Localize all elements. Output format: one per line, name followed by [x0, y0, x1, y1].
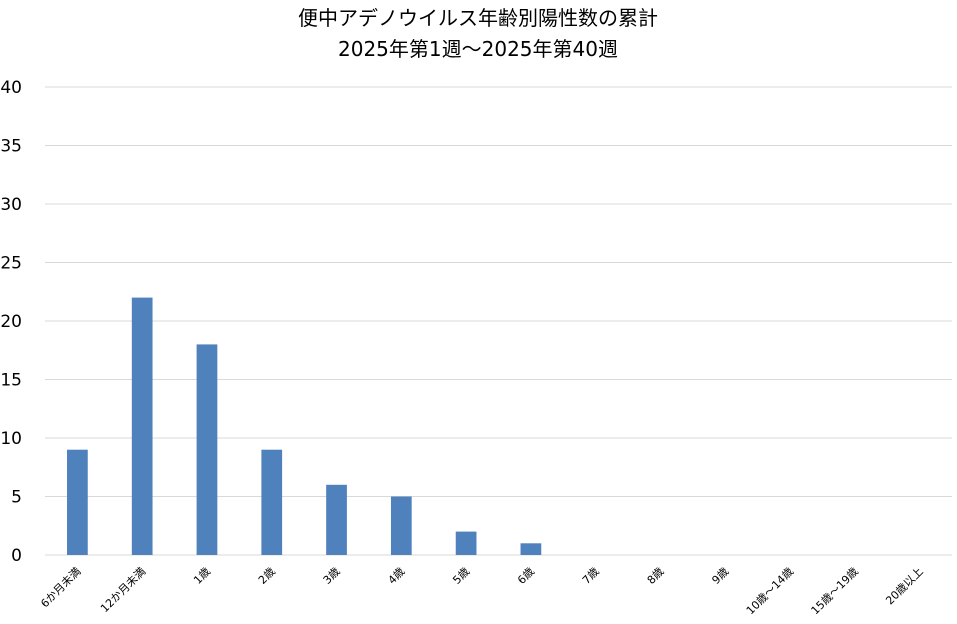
x-tick-label: 4歳 [386, 565, 408, 587]
y-axis-tick-labels: 0 5 10 15 20 25 30 35 40 [0, 78, 22, 566]
bars [67, 297, 542, 555]
y-tick-label: 5 [11, 488, 22, 508]
bar-5 [390, 496, 412, 555]
gridlines [45, 86, 952, 556]
x-tick-label: 6か月未満 [38, 565, 83, 610]
x-tick-label: 6歳 [515, 565, 537, 587]
x-tick-label: 20歳以上 [883, 565, 925, 607]
x-tick-label: 3歳 [321, 565, 343, 587]
chart-title: 便中アデノウイルス年齢別陽性数の累計 [298, 6, 658, 30]
bar-1 [131, 297, 153, 555]
y-tick-label: 30 [0, 195, 22, 215]
x-tick-label: 15歳～19歳 [809, 565, 861, 617]
x-tick-label: 7歳 [580, 565, 602, 587]
x-tick-label: 12か月未満 [98, 565, 148, 615]
x-tick-label: 5歳 [450, 565, 472, 587]
y-tick-label: 20 [0, 312, 22, 332]
bar-6 [455, 531, 477, 555]
x-tick-label: 9歳 [709, 565, 731, 587]
bar-4 [326, 484, 347, 555]
y-tick-label: 10 [0, 429, 22, 449]
y-tick-label: 0 [11, 546, 22, 566]
x-tick-label: 8歳 [645, 565, 667, 587]
y-tick-label: 40 [0, 78, 22, 98]
y-tick-label: 15 [0, 371, 22, 391]
bar-0 [67, 449, 88, 555]
x-tick-label: 1歳 [191, 565, 213, 587]
bar-7 [520, 543, 542, 555]
x-tick-label: 2歳 [256, 565, 278, 587]
y-tick-label: 25 [0, 254, 22, 274]
bar-3 [261, 449, 283, 555]
chart-subtitle: 2025年第1週～2025年第40週 [338, 37, 618, 61]
bar-2 [196, 344, 218, 555]
y-tick-label: 35 [0, 137, 22, 157]
x-tick-label: 10歳～14歳 [744, 565, 796, 617]
x-axis-tick-labels: 6か月未満 12か月未満 1歳 2歳 3歳 4歳 5歳 6歳 7歳 8歳 9歳 10歳～14歳 15歳～… [38, 565, 925, 617]
